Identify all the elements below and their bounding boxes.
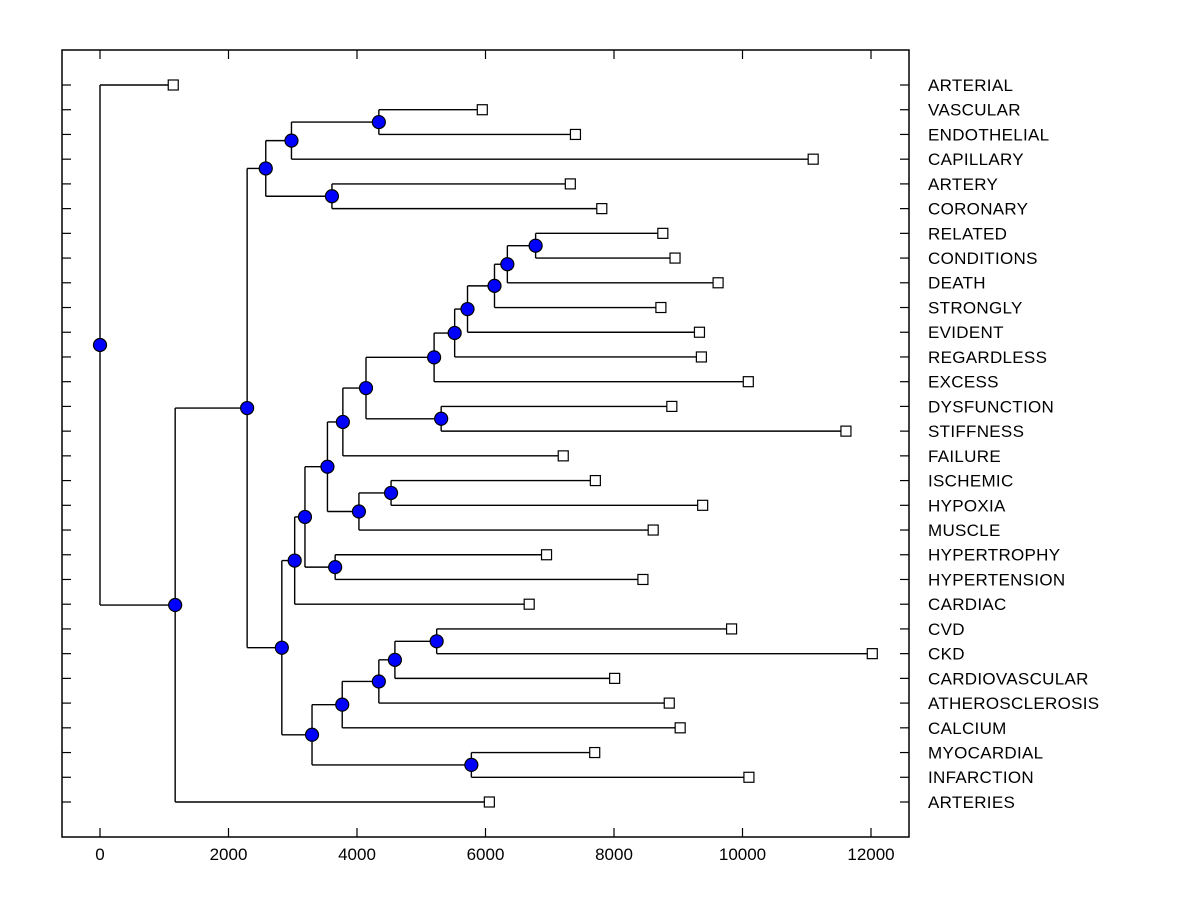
leaf-label: CVD <box>928 620 965 639</box>
leaf-square-marker <box>167 79 179 91</box>
cluster-node-dot <box>240 400 255 416</box>
leaf-square-marker <box>564 178 576 190</box>
cluster-node-dot <box>258 161 273 176</box>
leaf-square-marker <box>674 722 686 734</box>
leaf-label: HYPERTROPHY <box>928 546 1060 565</box>
leaf-square-marker <box>647 524 659 536</box>
x-tick-label: 6000 <box>467 845 505 864</box>
cluster-node-dot <box>434 411 449 426</box>
leaf-square-marker <box>523 598 535 610</box>
cluster-node-dot <box>383 485 399 501</box>
leaf-square-marker <box>540 549 553 561</box>
x-tick-label: 8000 <box>595 845 633 864</box>
leaf-label: HYPOXIA <box>928 496 1006 515</box>
leaf-square-marker <box>669 252 681 264</box>
cluster-node-dot <box>371 674 386 689</box>
leaf-label: EVIDENT <box>928 323 1004 342</box>
cluster-node-dot <box>427 350 442 365</box>
leaf-square-marker <box>725 623 738 635</box>
leaf-label: REGARDLESS <box>928 348 1047 367</box>
leaf-square-marker <box>569 128 582 141</box>
leaf-label: MYOCARDIAL <box>928 743 1043 762</box>
leaf-square-marker <box>557 450 569 462</box>
leaf-label: ARTERIAL <box>928 76 1013 95</box>
leaf-square-marker <box>589 474 601 487</box>
leaf-square-marker <box>866 648 878 660</box>
leaf-square-marker <box>712 277 724 289</box>
cluster-node-dot <box>297 509 313 525</box>
cluster-node-dot <box>320 459 335 474</box>
cluster-node-dot <box>429 634 444 649</box>
leaf-label: RELATED <box>928 224 1007 243</box>
leaf-label: ARTERY <box>928 175 998 194</box>
leaf-label: STRONGLY <box>928 298 1023 317</box>
leaf-square-marker <box>697 499 709 511</box>
leaf-label: ATHEROSCLEROSIS <box>928 694 1099 713</box>
leaf-square-marker <box>666 400 678 413</box>
cluster-node-dot <box>284 133 299 148</box>
cluster-node-dot <box>335 697 350 712</box>
cluster-node-dot <box>92 337 108 353</box>
leaf-square-marker <box>589 746 601 759</box>
cluster-node-dot <box>358 380 374 396</box>
leaf-label: ISCHEMIC <box>928 472 1014 491</box>
leaf-label: CORONARY <box>928 200 1028 219</box>
leaf-label: CKD <box>928 645 965 664</box>
leaf-square-marker <box>655 301 667 314</box>
cluster-node-dot <box>387 652 403 667</box>
x-tick-label: 2000 <box>210 845 248 864</box>
leaf-label: CARDIAC <box>928 595 1007 614</box>
leaf-label: CALCIUM <box>928 719 1007 738</box>
leaf-square-marker <box>483 796 495 808</box>
cluster-node-dot <box>487 278 502 293</box>
leaf-label: DYSFUNCTION <box>928 397 1054 416</box>
leaf-square-marker <box>743 771 755 783</box>
leaf-square-marker <box>807 153 819 165</box>
leaf-square-marker <box>637 573 649 586</box>
leaf-label: MUSCLE <box>928 521 1001 540</box>
leaf-square-marker <box>693 326 706 338</box>
cluster-node-dot <box>460 301 475 317</box>
cluster-node-dot <box>274 640 289 655</box>
cluster-node-dot <box>287 553 302 568</box>
leaf-square-marker <box>695 351 707 363</box>
leaf-label: VASCULAR <box>928 101 1021 120</box>
cluster-node-dot <box>464 757 479 773</box>
leaf-square-marker <box>596 203 608 215</box>
leaf-label: FAILURE <box>928 447 1001 466</box>
x-tick-label: 10000 <box>719 845 766 864</box>
leaf-square-marker <box>609 672 621 684</box>
cluster-node-dot <box>371 114 386 130</box>
leaf-square-marker <box>476 104 488 116</box>
cluster-node-dot <box>304 727 320 742</box>
leaf-label: CONDITIONS <box>928 249 1038 268</box>
cluster-node-dot <box>328 560 343 575</box>
leaf-label: ARTERIES <box>928 793 1015 812</box>
leaf-label: DEATH <box>928 274 986 293</box>
leaf-square-marker <box>663 697 675 709</box>
cluster-node-dot <box>335 414 350 430</box>
leaf-label: STIFFNESS <box>928 422 1024 441</box>
leaf-label: INFARCTION <box>928 768 1034 787</box>
cluster-node-dot <box>528 238 543 253</box>
x-tick-label: 12000 <box>847 845 894 864</box>
leaf-square-marker <box>840 425 852 437</box>
cluster-node-dot <box>324 189 340 204</box>
leaf-square-marker <box>742 376 754 388</box>
leaf-label: CAPILLARY <box>928 150 1024 169</box>
leaf-label: HYPERTENSION <box>928 570 1065 589</box>
cluster-node-dot <box>447 325 462 341</box>
leaf-label: CARDIOVASCULAR <box>928 669 1089 688</box>
leaf-label: ENDOTHELIAL <box>928 125 1049 144</box>
cluster-node-dot <box>168 597 183 613</box>
leaf-square-marker <box>657 227 669 239</box>
cluster-node-dot <box>500 257 515 272</box>
leaf-label: EXCESS <box>928 373 999 392</box>
cluster-node-dot <box>351 504 367 519</box>
x-tick-label: 0 <box>95 845 104 864</box>
x-tick-label: 4000 <box>338 845 376 864</box>
